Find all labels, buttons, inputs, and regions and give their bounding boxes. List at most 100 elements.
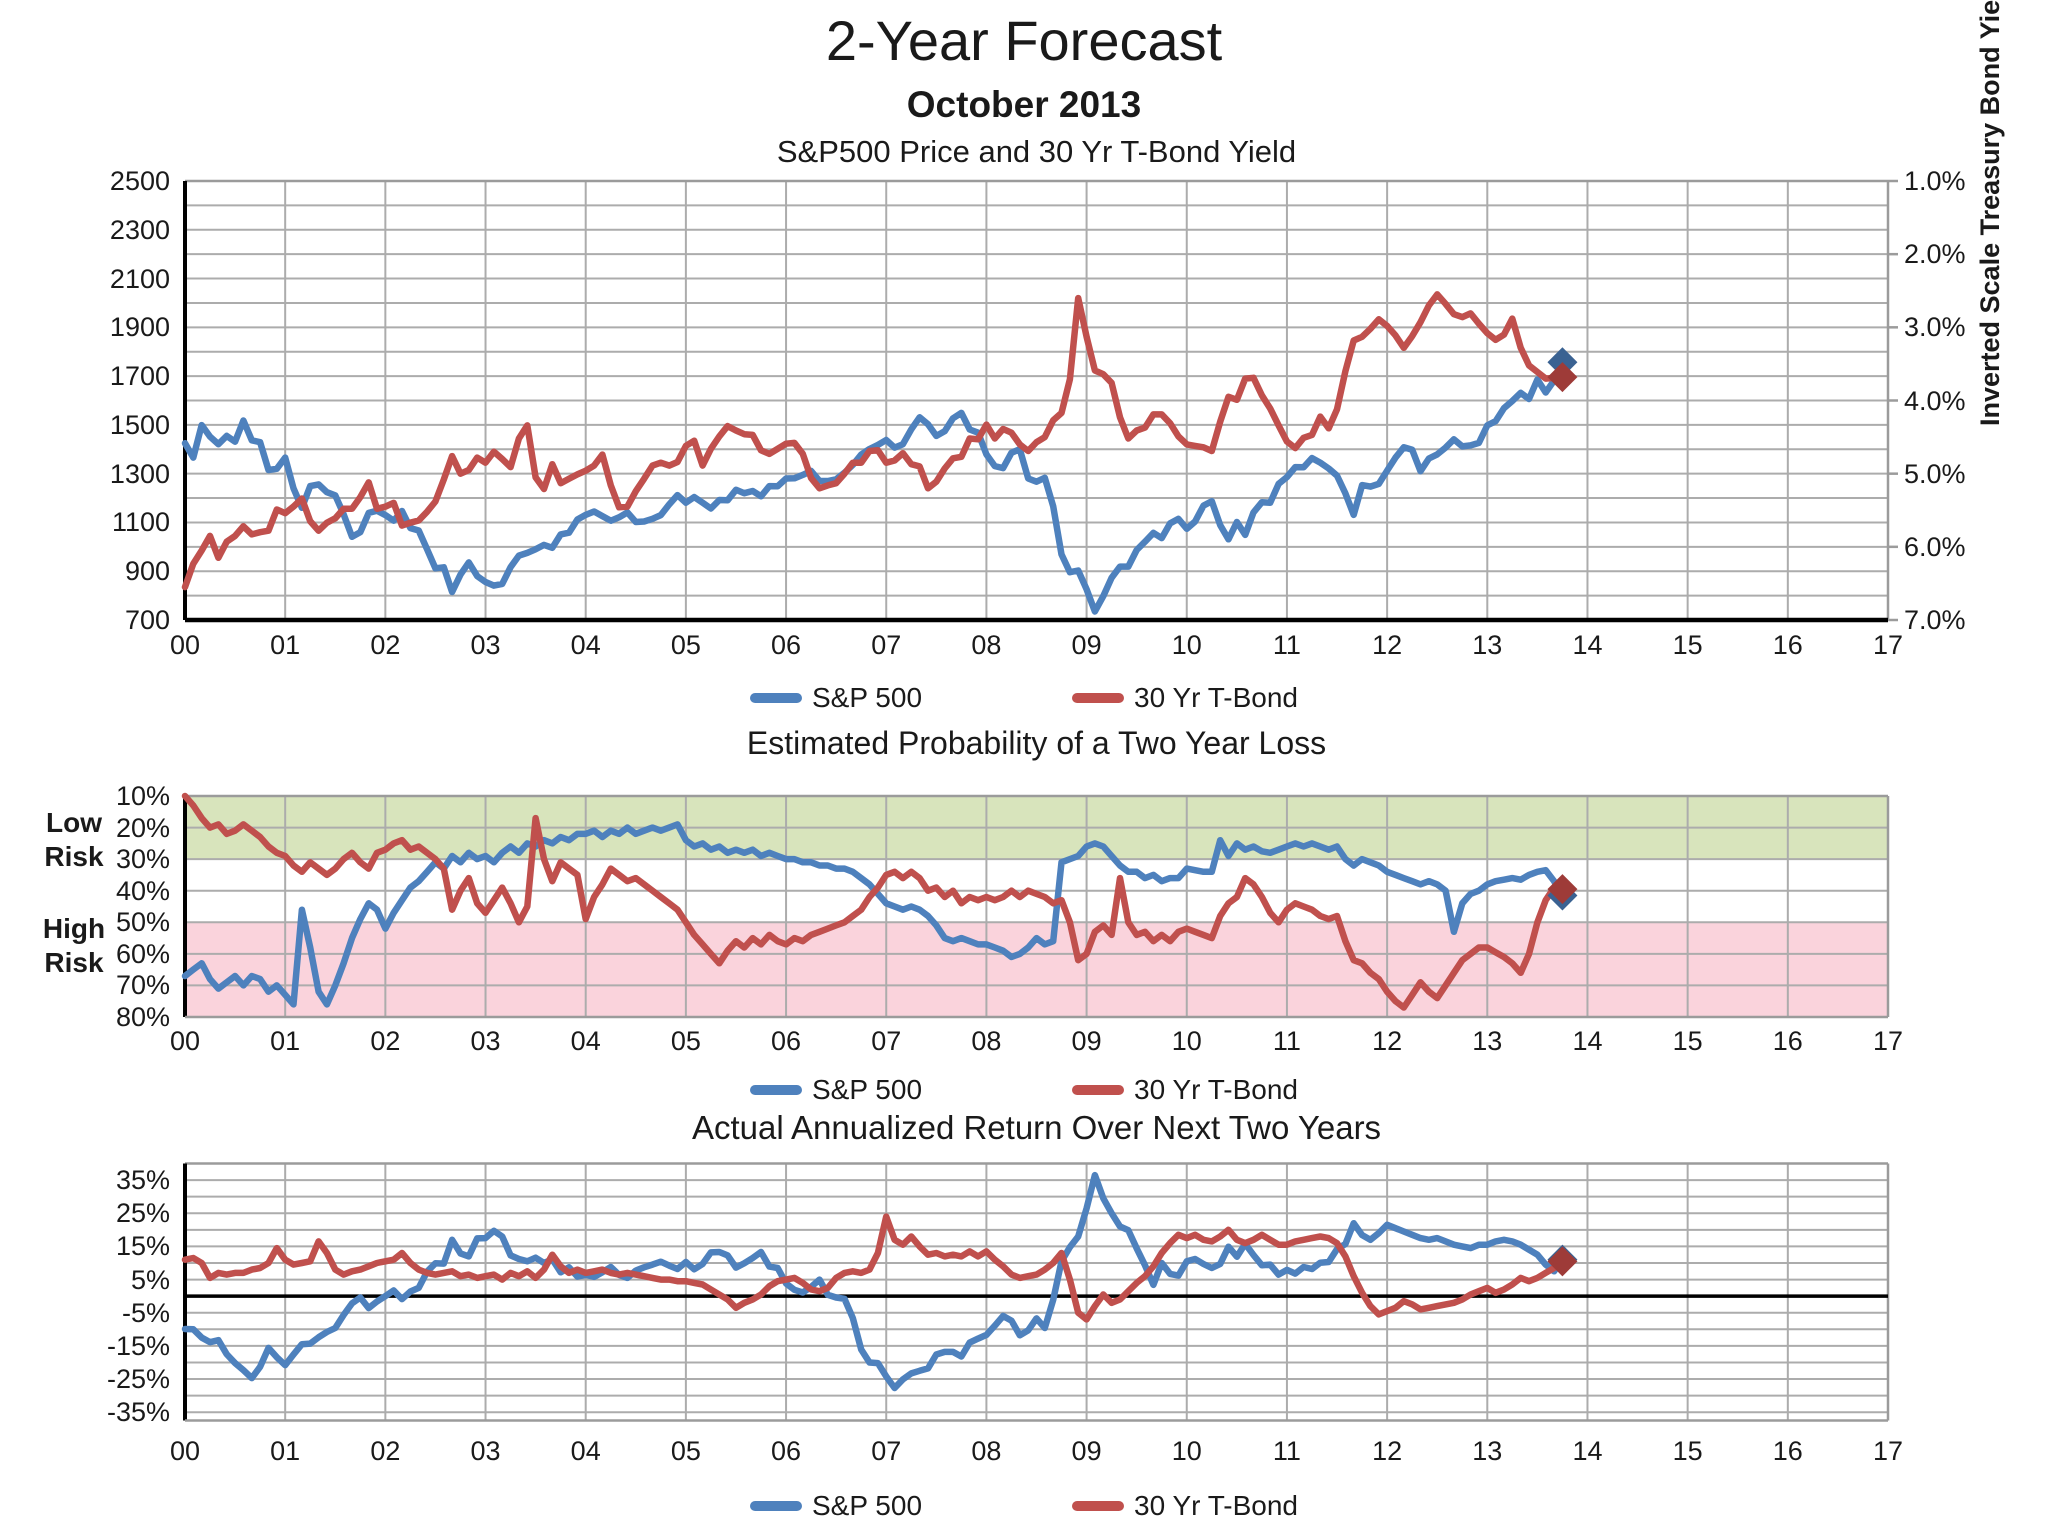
x-tick-label: 05: [670, 1026, 701, 1056]
legend-label: S&P 500: [812, 1074, 923, 1105]
x-tick-label: 07: [871, 630, 902, 660]
end-marker-tbond: [1547, 874, 1578, 905]
right-y-tick-label: 6.0%: [1904, 531, 1966, 562]
tbond-line-swatch-icon: [1072, 693, 1125, 703]
x-tick-label: 10: [1171, 630, 1202, 660]
x-tick-label: 12: [1372, 630, 1403, 660]
y-tick-label: 35%: [115, 1165, 170, 1196]
x-tick-label: 14: [1572, 630, 1603, 660]
x-tick-label: 02: [370, 630, 401, 660]
x-tick-label: 07: [871, 1026, 902, 1056]
x-tick-label: 09: [1071, 1026, 1102, 1056]
x-tick-label: 12: [1372, 1026, 1403, 1056]
end-marker-tbond: [1547, 1246, 1578, 1277]
x-tick-label: 00: [169, 630, 201, 660]
right-y-tick-label: 4.0%: [1904, 385, 1966, 416]
legend-label: S&P 500: [812, 1490, 923, 1521]
right-y-tick-label: 2.0%: [1904, 239, 1966, 270]
x-tick-label: 02: [370, 1026, 401, 1056]
y-tick-label: 2500: [109, 166, 170, 196]
legend-item-sp500: S&P 500: [750, 1490, 922, 1522]
x-tick-label: 13: [1472, 1026, 1503, 1056]
x-tick-label: 16: [1772, 1026, 1803, 1056]
legend-item-sp500: S&P 500: [750, 1074, 922, 1106]
x-tick-label: 03: [470, 630, 501, 660]
chart1-legend: S&P 500 30 Yr T-Bond: [0, 680, 2048, 716]
y-tick-label: 1300: [109, 458, 170, 489]
chart3-title: Actual Annualized Return Over Next Two Y…: [691, 1109, 1382, 1146]
x-tick-label: 08: [971, 630, 1002, 660]
x-tick-label: 01: [270, 1436, 301, 1466]
legend-item-tbond: 30 Yr T-Bond: [1072, 1074, 1298, 1106]
y-tick-label: 50%: [115, 907, 170, 938]
x-tick-label: 09: [1071, 1436, 1102, 1466]
x-tick-label: 08: [971, 1026, 1002, 1056]
y-tick-label: -35%: [106, 1397, 170, 1428]
x-tick-label: 14: [1572, 1436, 1603, 1466]
x-tick-label: 06: [771, 1436, 802, 1466]
x-tick-label: 16: [1772, 1436, 1803, 1466]
x-tick-label: 01: [270, 630, 301, 660]
y-tick-label: -15%: [106, 1330, 170, 1361]
x-tick-label: 16: [1772, 630, 1803, 660]
legend-label: 30 Yr T-Bond: [1134, 682, 1298, 713]
y-tick-label: 30%: [115, 844, 170, 875]
high-risk-label: High Risk: [42, 913, 106, 978]
y-tick-label: 20%: [115, 812, 170, 843]
legend-item-sp500: S&P 500: [750, 682, 922, 714]
chart2-title: Estimated Probability of a Two Year Loss: [746, 725, 1327, 761]
x-tick-label: 11: [1272, 630, 1301, 660]
y-tick-label: 1700: [109, 361, 170, 392]
x-tick-label: 01: [270, 1026, 301, 1056]
y-tick-label: -25%: [106, 1364, 170, 1395]
x-tick-label: 15: [1672, 1026, 1703, 1056]
x-tick-label: 15: [1672, 630, 1703, 660]
series-line-sp500: [181, 1171, 1566, 1392]
x-tick-label: 00: [169, 1026, 201, 1056]
sp500-line-swatch-icon: [750, 1501, 802, 1511]
chart1-title: S&P500 Price and 30 Yr T-Bond Yield: [776, 134, 1297, 169]
y-tick-label: 2100: [109, 263, 170, 294]
series-line-tbond: [181, 1213, 1566, 1323]
y-tick-label: 1100: [111, 507, 170, 538]
right-y-tick-label: 1.0%: [1904, 166, 1966, 196]
legend-label: S&P 500: [812, 682, 923, 713]
series-line-sp500: [181, 358, 1566, 615]
x-tick-label: 04: [570, 630, 601, 660]
y-tick-label: 10%: [115, 781, 170, 811]
x-tick-label: 07: [871, 1436, 902, 1466]
x-tick-label: 08: [971, 1436, 1002, 1466]
x-tick-label: 17: [1872, 630, 1904, 660]
right-y-tick-label: 3.0%: [1904, 312, 1966, 343]
series-line-tbond: [181, 792, 1566, 1011]
y-tick-label: 80%: [115, 1002, 170, 1032]
x-tick-label: 05: [670, 1436, 701, 1466]
x-tick-label: 04: [570, 1026, 601, 1056]
legend-label: 30 Yr T-Bond: [1134, 1490, 1298, 1521]
x-tick-label: 09: [1071, 630, 1102, 660]
x-tick-label: 00: [169, 1436, 201, 1466]
legend-item-tbond: 30 Yr T-Bond: [1072, 682, 1298, 714]
y-tick-label: 40%: [115, 875, 170, 906]
series-line-tbond: [181, 291, 1566, 591]
end-marker-tbond: [1547, 362, 1578, 393]
y-tick-label: 1900: [109, 312, 170, 343]
x-tick-label: 11: [1272, 1026, 1301, 1056]
x-tick-label: 02: [370, 1436, 401, 1466]
y-tick-label: 5%: [130, 1264, 170, 1295]
x-tick-label: 06: [771, 630, 802, 660]
y-tick-label: 15%: [115, 1231, 170, 1262]
chart3-legend: S&P 500 30 Yr T-Bond: [0, 1488, 2048, 1524]
x-tick-label: 14: [1572, 1026, 1603, 1056]
y-tick-label: 70%: [115, 970, 170, 1001]
tbond-line-swatch-icon: [1072, 1501, 1125, 1511]
x-tick-label: 13: [1472, 1436, 1503, 1466]
y-tick-label: -5%: [121, 1297, 170, 1328]
x-tick-label: 11: [1272, 1436, 1301, 1466]
x-tick-label: 10: [1171, 1436, 1202, 1466]
tbond-line-swatch-icon: [1072, 1085, 1125, 1095]
y-tick-label: 25%: [115, 1198, 170, 1229]
y-tick-label: 1500: [109, 409, 170, 440]
